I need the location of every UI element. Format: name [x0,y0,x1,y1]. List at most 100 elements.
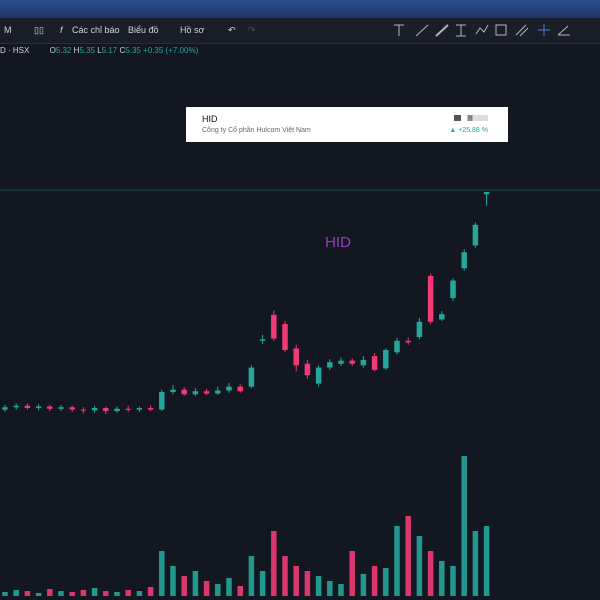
anchor-tool[interactable] [456,24,466,37]
rect-tool[interactable] [495,24,507,36]
candle-body [2,407,8,410]
text-tool[interactable] [394,24,404,36]
volume-bar [405,516,411,596]
fib-tool[interactable] [557,25,570,36]
path-tool[interactable] [475,24,489,35]
fx-icon: f [60,25,63,35]
volume-bar [338,584,344,596]
symbol: D · HSX [0,46,30,55]
line-tool[interactable] [415,24,429,37]
candle-body [349,360,355,364]
profile-button[interactable]: Hồ sơ [180,25,205,35]
undo[interactable]: ↶ [228,25,236,35]
volume-bar [159,551,165,596]
candle-body [58,407,64,409]
volume-bar [237,586,243,596]
candle-body [405,340,411,343]
info-box[interactable]: HID Công ty Cổ phần Hulcom Việt Nam ▲ +2… [186,107,508,142]
candle-body [35,406,42,409]
candle-body [203,391,210,394]
channel-tool[interactable] [515,24,529,37]
candle-body [416,321,423,338]
volume-bar [203,581,210,596]
volume-bar [327,581,333,596]
candle-body [114,408,120,412]
volume-bar [125,590,131,596]
volume-bar [13,590,19,596]
volume-bar [114,592,120,596]
window-bar [0,0,600,18]
candle-body [439,314,445,320]
company: Công ty Cổ phần Hulcom Việt Nam [202,127,311,134]
volume-bar [80,590,87,596]
change: +0.35 (+7.00%) [143,46,199,55]
candle-body [248,367,255,387]
indicators-button[interactable]: Các chỉ báo [72,25,120,35]
volume-bar [483,526,490,596]
candle-body [360,359,367,366]
candle-body [237,386,243,392]
candle-body [170,389,176,392]
volume-bar [271,531,277,596]
volume-bar [147,587,154,596]
chart-button[interactable]: Biểu đồ [128,25,159,35]
h-label: H [73,46,80,55]
low: 5.17 [101,46,118,55]
volume-bar [282,556,288,596]
candle-body [215,390,221,394]
candle-body [394,340,400,353]
c-label: C [119,46,126,55]
volume-bar [136,591,143,596]
volume-bar [91,588,98,596]
volume-bar [226,578,232,596]
volume-bar [349,551,355,596]
volume-bar [439,561,445,596]
candle-body [181,389,187,395]
volume-bar [259,571,266,596]
candle-icon[interactable]: ▯▯ [34,25,44,35]
candle-body [226,386,232,391]
volume-bar [416,536,423,596]
ohlc-legend: D · HSX O5.32 H5.35 L5.17 C5.35 +0.35 (+… [0,46,198,55]
volume-bar [315,576,322,596]
candle-body [147,408,154,410]
volume-bar [58,591,64,596]
candle-body [24,405,31,409]
redo[interactable]: ↷ [248,25,256,35]
ticker: HID [202,114,218,124]
interval[interactable]: M [4,25,12,35]
candle-body [338,360,344,364]
volume-bar [69,592,75,596]
candle-body [271,314,277,339]
candle-body [47,406,53,409]
volume-bar [24,591,31,596]
volume-bar [215,584,221,596]
candle-body [159,391,165,410]
candle-body [327,362,333,368]
ray-tool[interactable] [435,24,449,37]
candle-body [371,356,378,370]
volume-bar [248,556,255,596]
candle-body [125,408,131,410]
high: 5.35 [79,46,95,55]
candle-body [315,367,322,384]
candle-body [103,408,109,412]
crosshair-tool[interactable] [538,24,550,36]
candle-body [282,324,288,350]
volume-bar [371,566,378,596]
o-label: O [49,46,56,55]
volume-bar [304,571,311,596]
volume-bar [47,589,53,596]
volume-bar [360,574,367,596]
toolbar: M ▯▯ f Các chỉ báo Biểu đồ Hồ sơ ↶ ↷ [0,18,600,44]
box-change: ▲ +25.88 % [449,127,488,134]
candle-body [383,350,389,369]
watermark: HID [325,234,351,251]
volume-bar [2,592,8,596]
volume-bar [383,568,389,596]
volume-bar [427,551,434,596]
volume-bar [181,576,187,596]
volume-bar [394,526,400,596]
